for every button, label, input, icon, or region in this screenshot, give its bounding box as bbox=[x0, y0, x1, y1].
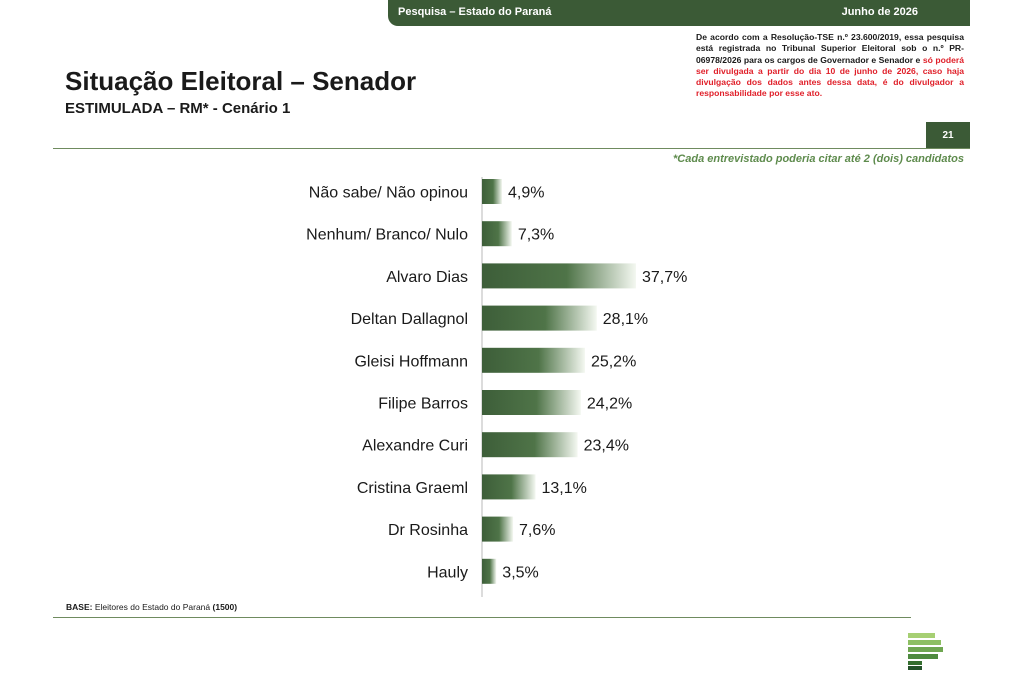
bar bbox=[482, 221, 512, 247]
header-bar: Pesquisa – Estado do Paraná Junho de 202… bbox=[388, 0, 970, 26]
date-label: Junho de 2026 bbox=[841, 6, 918, 18]
category-label: Deltan Dallagnol bbox=[351, 311, 468, 328]
chart-note: *Cada entrevistado poderia citar até 2 (… bbox=[673, 153, 964, 165]
value-label: 3,5% bbox=[502, 564, 538, 581]
base-label: BASE: bbox=[66, 602, 93, 612]
value-label: 28,1% bbox=[603, 311, 648, 328]
bar bbox=[482, 390, 581, 415]
category-label: Nenhum/ Branco/ Nulo bbox=[306, 227, 468, 244]
category-label: Filipe Barros bbox=[378, 396, 468, 413]
base-note: BASE: Eleitores do Estado do Paraná (150… bbox=[66, 602, 237, 612]
brand-logo bbox=[908, 633, 943, 670]
category-label: Alexandre Curi bbox=[362, 438, 468, 455]
category-label: Não sabe/ Não opinou bbox=[309, 185, 468, 202]
page-title: Situação Eleitoral – Senador bbox=[65, 66, 417, 96]
top-divider bbox=[53, 148, 970, 149]
legal-notice: De acordo com a Resolução-TSE n.º 23.600… bbox=[696, 32, 964, 100]
page-subtitle: ESTIMULADA – RM* - Cenário 1 bbox=[65, 100, 291, 117]
value-label: 4,9% bbox=[508, 185, 544, 202]
bar bbox=[482, 305, 597, 331]
category-label: Gleisi Hoffmann bbox=[354, 353, 468, 370]
value-label: 7,3% bbox=[518, 227, 554, 244]
page-number-badge: 21 bbox=[926, 122, 970, 149]
bottom-divider bbox=[53, 617, 911, 618]
legal-notice-warning: só poderá ser divulgada a partir do dia … bbox=[696, 54, 964, 99]
bar bbox=[482, 516, 514, 542]
category-label: Cristina Graeml bbox=[357, 480, 468, 497]
category-label: Alvaro Dias bbox=[386, 269, 468, 286]
bar bbox=[482, 263, 636, 289]
legal-notice-text: De acordo com a Resolução-TSE n.º 23.600… bbox=[696, 32, 964, 65]
base-text: Eleitores do Estado do Paraná bbox=[94, 602, 211, 612]
value-label: 23,4% bbox=[584, 438, 629, 455]
bar bbox=[482, 179, 503, 204]
category-label: Dr Rosinha bbox=[388, 522, 468, 539]
bar bbox=[482, 474, 536, 500]
base-count: (1500) bbox=[212, 602, 238, 612]
value-label: 24,2% bbox=[587, 396, 632, 413]
value-label: 13,1% bbox=[542, 480, 587, 497]
value-label: 37,7% bbox=[642, 269, 687, 286]
bar bbox=[482, 347, 585, 373]
category-label: Hauly bbox=[427, 564, 468, 581]
bar bbox=[482, 558, 497, 584]
value-label: 25,2% bbox=[591, 353, 636, 370]
bar bbox=[482, 432, 578, 458]
value-label: 7,6% bbox=[519, 522, 555, 539]
survey-label: Pesquisa – Estado do Paraná bbox=[398, 6, 552, 18]
